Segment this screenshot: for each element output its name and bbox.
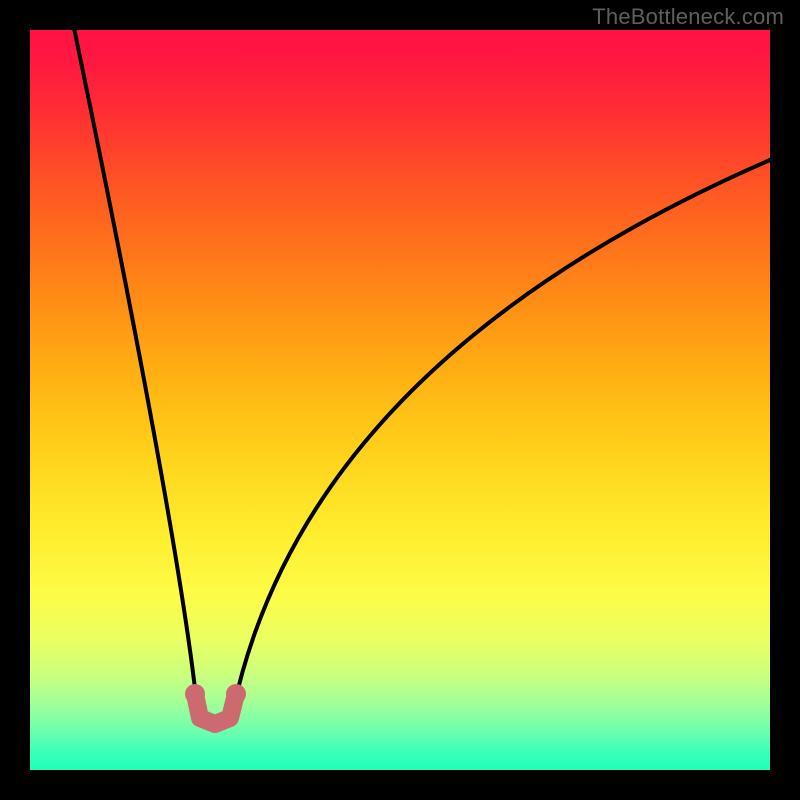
optimal-marker-start bbox=[185, 684, 205, 704]
watermark-text: TheBottleneck.com bbox=[592, 4, 784, 30]
bottleneck-chart bbox=[0, 0, 800, 800]
optimal-marker-end bbox=[226, 684, 246, 704]
